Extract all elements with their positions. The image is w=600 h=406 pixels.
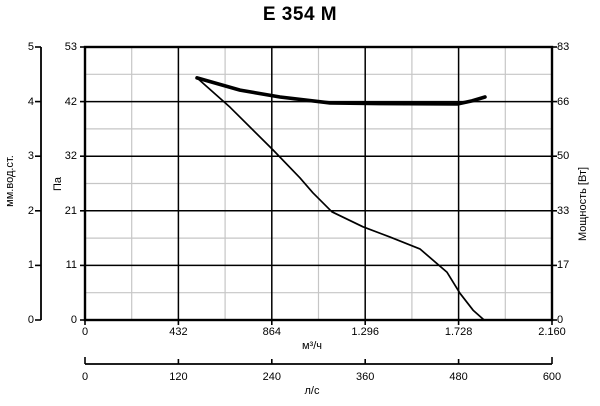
pressure-curve <box>196 77 485 321</box>
plot-border <box>83 45 554 322</box>
power-curve <box>195 76 487 106</box>
page-title: E 354 M <box>262 4 338 25</box>
